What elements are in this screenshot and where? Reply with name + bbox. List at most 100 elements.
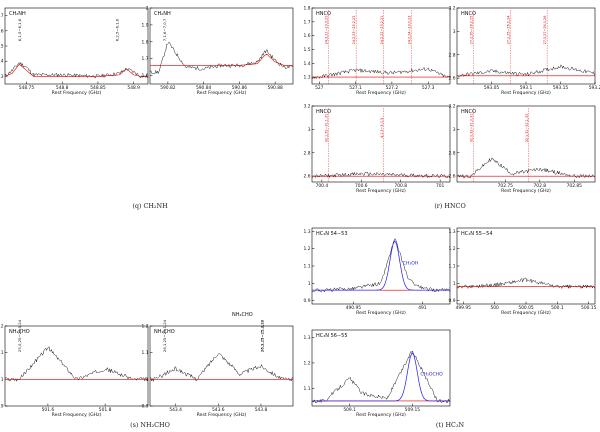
x-tick-label: 509.1 bbox=[343, 407, 356, 413]
y-tick-label: 1.6 bbox=[0, 28, 4, 34]
y-tick-label: 2.6 bbox=[304, 174, 311, 180]
spectrum-line bbox=[456, 157, 596, 179]
panel-r4: 702.75 702.8 702.85 2.6 2.8 3 3.2 Rest Frequenc… bbox=[449, 104, 596, 194]
x-tick-label: 509.15 bbox=[405, 407, 421, 413]
y-tick-label: 1.3 bbox=[304, 335, 311, 341]
y-tick-label: 3.2 bbox=[449, 104, 456, 110]
y-tick-label: 3 bbox=[308, 127, 311, 133]
y-tick-label: 1.4 bbox=[0, 59, 4, 65]
y-tick-label: 1.6 bbox=[304, 33, 311, 39]
x-axis-label: Rest Frequency (GHz) bbox=[501, 90, 551, 96]
transition-label: 32,0,32−31,0,31 bbox=[470, 114, 474, 143]
panel-s2: 543.4 543.6 543.8 0.9 1 1.1 1.2 Rest Frequency … bbox=[142, 319, 294, 418]
y-tick-label: 1.3 bbox=[304, 229, 311, 235]
x-tick-label: 548.8 bbox=[56, 85, 69, 91]
transition-label: 24,0,24−23,0,23 bbox=[407, 16, 411, 45]
y-tick-label: 2.8 bbox=[449, 52, 456, 58]
nh2cho-header: NH₂CHO bbox=[232, 312, 253, 318]
transition-label: 25,0,25−24,0,24 bbox=[17, 319, 22, 352]
y-tick-label: 1 bbox=[308, 281, 311, 287]
spectrum-line bbox=[311, 350, 451, 404]
x-tick-label: 590.82 bbox=[160, 85, 176, 91]
molecule-label: NH₂CHO bbox=[154, 329, 175, 335]
y-tick-label: 3.2 bbox=[304, 104, 311, 110]
panel-r2: 593.05 593.1 593.15 593.2 2.6 2.8 3 3.2 Rest Fre… bbox=[449, 6, 600, 97]
axes-frame bbox=[456, 227, 596, 305]
axes-frame bbox=[4, 7, 149, 85]
y-tick-label: 1.7 bbox=[142, 56, 149, 62]
transition-label: 4,1,3−3,0,3 bbox=[380, 118, 384, 138]
y-tick-label: 1.1 bbox=[304, 264, 311, 270]
x-tick-label: 500.1 bbox=[551, 305, 564, 311]
y-tick-label: 0.9 bbox=[304, 298, 311, 304]
y-tick-label: 0.9 bbox=[0, 404, 4, 410]
transition-label: 24,3,21−23,3,20 bbox=[325, 16, 329, 45]
y-tick-label: 1 bbox=[1, 377, 4, 383]
transition-label: 24,2,23−23,2,22 bbox=[352, 16, 356, 45]
x-tick-label: 701 bbox=[436, 183, 445, 189]
fit-line bbox=[4, 63, 148, 77]
x-tick-label: 500 bbox=[490, 305, 499, 311]
x-tick-label: 700.6 bbox=[355, 183, 368, 189]
x-tick-label: 499.95 bbox=[456, 305, 472, 311]
axes-frame bbox=[456, 7, 596, 85]
y-tick-label: 1.5 bbox=[0, 44, 4, 50]
y-tick-label: 1.7 bbox=[304, 19, 311, 25]
axes-frame bbox=[4, 325, 149, 407]
x-axis-label: Rest Frequency (GHz) bbox=[356, 188, 406, 194]
x-tick-label: 527.2 bbox=[386, 85, 399, 91]
y-tick-label: 1.2 bbox=[304, 246, 311, 252]
component-annotation: CH₃OCHO bbox=[420, 372, 443, 378]
x-axis-label: Rest Frequency (GHz) bbox=[501, 310, 551, 316]
component-annotation: CH₃OH bbox=[403, 260, 419, 266]
panel-r3: 700.4 700.6 700.8 701 2.6 2.8 3 3.2 Rest Frequen… bbox=[304, 104, 451, 194]
x-tick-label: 593.1 bbox=[520, 85, 533, 91]
caption-t: (t) HC₃N bbox=[436, 421, 465, 429]
panel-t3: 509.1 509.15 1.1 1.2 1.3 Rest Frequency (GHz)… bbox=[304, 329, 451, 418]
transition-label: 32,1,32−31,1,31 bbox=[325, 114, 329, 143]
panel-r1: 527 527.1 527.2 527.3 1.3 1.4 1.5 1.6 1.7 1.8 Rest… bbox=[304, 6, 451, 96]
panel-t2: 499.95 500 500.05 500.1 500.15 0.9 1 1.1 1.2 1.3 R… bbox=[449, 227, 597, 316]
x-tick-label: 543.8 bbox=[255, 407, 268, 413]
caption-r: (r) HNCO bbox=[434, 202, 465, 210]
transition-label: 6,1,5−6,1,6 bbox=[17, 18, 22, 41]
y-tick-label: 1.1 bbox=[0, 350, 4, 356]
y-tick-label: 1.2 bbox=[142, 324, 149, 330]
x-tick-label: 593.05 bbox=[484, 85, 500, 91]
x-tick-label: 501.8 bbox=[99, 407, 112, 413]
spectrum-line bbox=[311, 238, 451, 293]
y-tick-label: 2.8 bbox=[304, 150, 311, 156]
x-axis-label: Rest Frequency (GHz) bbox=[356, 310, 406, 316]
x-tick-label: 593.15 bbox=[553, 85, 569, 91]
molecule-label: HNCO bbox=[316, 11, 331, 17]
x-tick-label: 490.95 bbox=[346, 305, 362, 311]
y-tick-label: 1.3 bbox=[304, 75, 311, 81]
x-axis-label: Rest Frequency (GHz) bbox=[197, 90, 247, 96]
y-tick-label: 1.2 bbox=[304, 360, 311, 366]
transition-label: 27,2,26−26,2,25 bbox=[470, 16, 474, 45]
y-tick-label: 2 bbox=[146, 6, 149, 12]
molecule-label: NH₂CHO bbox=[9, 329, 30, 335]
x-axis-label: Rest Frequency (GHz) bbox=[197, 412, 247, 418]
y-tick-label: 1 bbox=[453, 281, 456, 287]
y-tick-label: 1.7 bbox=[0, 13, 4, 19]
axes-frame bbox=[311, 105, 451, 183]
y-tick-label: 1.8 bbox=[142, 39, 149, 45]
x-tick-label: 527.3 bbox=[422, 85, 435, 91]
y-tick-label: 2.6 bbox=[449, 174, 456, 180]
x-tick-label: 491 bbox=[418, 305, 427, 311]
spectrum-line bbox=[4, 346, 149, 382]
axes-frame bbox=[149, 325, 294, 407]
y-tick-label: 3 bbox=[453, 127, 456, 133]
x-axis-label: Rest Frequency (GHz) bbox=[52, 90, 102, 96]
y-tick-label: 3.2 bbox=[449, 6, 456, 12]
y-tick-label: 1.1 bbox=[449, 264, 456, 270]
caption-q: (q) CH₂NH bbox=[132, 202, 168, 210]
spectrum-line bbox=[149, 353, 294, 383]
molecule-label: HC₃N 54−53 bbox=[316, 231, 348, 237]
y-tick-label: 1.2 bbox=[0, 324, 4, 330]
transition-label: 7,1,6−7,0,7 bbox=[162, 18, 167, 41]
molecule-label: CH₂NH bbox=[154, 11, 171, 17]
spectrum-line bbox=[149, 41, 294, 75]
